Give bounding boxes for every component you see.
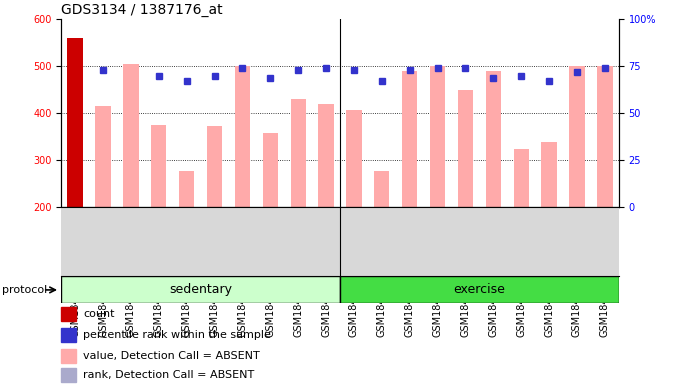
Bar — [513, 149, 529, 207]
Bar — [541, 142, 557, 207]
Bar — [340, 276, 619, 303]
Text: value, Detection Call = ABSENT: value, Detection Call = ABSENT — [83, 351, 260, 361]
Bar — [151, 125, 167, 207]
Bar — [123, 64, 139, 207]
Bar — [346, 109, 362, 207]
Bar — [430, 66, 445, 207]
Text: sedentary: sedentary — [169, 283, 232, 296]
Bar — [179, 170, 194, 207]
Bar — [290, 99, 306, 207]
Bar — [61, 276, 340, 303]
Text: count: count — [83, 309, 114, 319]
Bar — [61, 306, 76, 321]
Bar — [402, 71, 418, 207]
Bar — [235, 66, 250, 207]
Bar — [374, 170, 390, 207]
Bar — [67, 38, 83, 207]
Text: rank, Detection Call = ABSENT: rank, Detection Call = ABSENT — [83, 370, 254, 380]
Bar — [61, 368, 76, 382]
Bar — [318, 104, 334, 207]
Text: percentile rank within the sample: percentile rank within the sample — [83, 330, 271, 340]
Bar — [486, 71, 501, 207]
Bar — [262, 133, 278, 207]
Bar — [458, 90, 473, 207]
Bar — [61, 349, 76, 363]
Bar — [61, 328, 76, 342]
Bar — [95, 106, 111, 207]
Text: protocol: protocol — [2, 285, 48, 295]
Text: GDS3134 / 1387176_at: GDS3134 / 1387176_at — [61, 3, 223, 17]
Bar — [597, 66, 613, 207]
Bar — [569, 66, 585, 207]
Bar — [207, 126, 222, 207]
Text: exercise: exercise — [454, 283, 505, 296]
